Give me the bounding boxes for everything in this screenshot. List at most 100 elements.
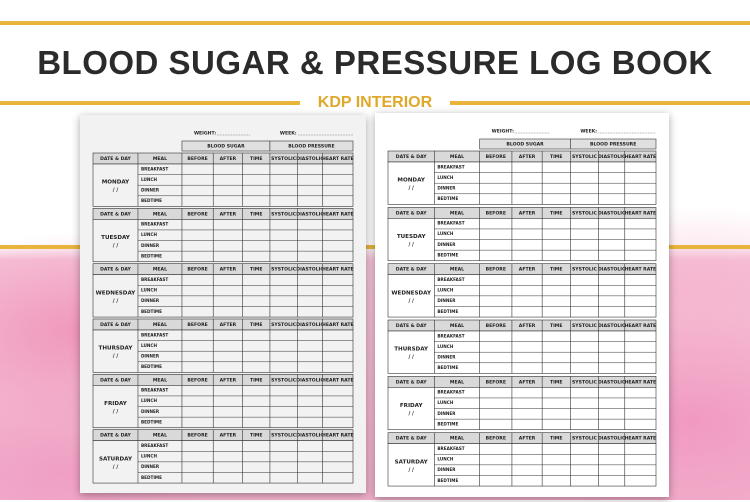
column-label: AFTER (519, 210, 536, 216)
meal-label: DINNER (437, 355, 456, 360)
column-label: SYSTOLIC (271, 322, 297, 328)
column-label: TIME (250, 377, 263, 383)
meal-label: BREAKFAST (437, 446, 464, 451)
day-date: / / (113, 464, 119, 470)
day-name: TUESDAY (101, 235, 131, 241)
meal-label: LUNCH (437, 457, 453, 462)
column-label: MEAL (450, 436, 464, 442)
day-date: / / (408, 186, 414, 192)
meal-label: BREAKFAST (141, 166, 168, 171)
column-label: TIME (550, 323, 563, 329)
day-name: WEDNESDAY (391, 290, 432, 296)
column-label: HEART RATE (625, 323, 657, 329)
column-label: SYSTOLIC (572, 267, 598, 273)
group-label: BLOOD PRESSURE (288, 144, 334, 150)
meal-label: BEDTIME (437, 196, 458, 201)
column-label: MEAL (153, 156, 167, 162)
column-label: HEART RATE (625, 267, 657, 273)
log-sheet: WEIGHT: WEEK: BLOOD SUGAR BLOOD PRESSURE DAT… (92, 131, 354, 484)
meal-label: BEDTIME (437, 365, 458, 370)
meal-label: BREAKFAST (437, 277, 464, 282)
column-label: AFTER (220, 267, 237, 273)
day-name: MONDAY (102, 180, 130, 186)
column-label: DATE & DAY (100, 377, 131, 383)
column-label: DIASTOLIC (598, 436, 626, 442)
day-date: / / (408, 467, 414, 473)
column-label: DATE & DAY (100, 322, 131, 328)
column-label: SYSTOLIC (271, 156, 297, 162)
meal-label: LUNCH (437, 288, 453, 293)
column-label: DIASTOLIC (598, 210, 626, 216)
meal-label: BREAKFAST (141, 443, 168, 448)
meal-label: DINNER (141, 298, 160, 303)
column-label: TIME (550, 436, 563, 442)
column-label: DIASTOLIC (598, 323, 626, 329)
log-sheet: WEIGHT: WEEK: BLOOD SUGAR BLOOD PRESSURE DAT… (387, 129, 657, 487)
column-label: HEART RATE (625, 210, 657, 216)
column-label: TIME (550, 267, 563, 273)
column-label: DATE & DAY (396, 436, 427, 442)
day-name: FRIDAY (400, 403, 424, 409)
column-label: TIME (250, 156, 263, 162)
column-label: DATE & DAY (100, 433, 131, 439)
column-label: DATE & DAY (100, 267, 131, 273)
column-label: HEART RATE (322, 211, 354, 217)
day-date: / / (113, 354, 119, 360)
column-label: DIASTOLIC (296, 267, 324, 273)
column-label: SYSTOLIC (271, 433, 297, 439)
column-label: HEART RATE (322, 433, 354, 439)
column-label: SYSTOLIC (572, 323, 598, 329)
column-label: DIASTOLIC (296, 156, 324, 162)
weight-label: WEIGHT: (492, 129, 514, 135)
column-label: DIASTOLIC (598, 267, 626, 273)
meal-label: BEDTIME (437, 421, 458, 426)
day-date: / / (113, 298, 119, 304)
meal-label: DINNER (141, 243, 160, 248)
column-label: BEFORE (486, 267, 506, 273)
column-label: BEFORE (187, 211, 207, 217)
title: BLOOD SUGAR & PRESSURE LOG BOOK (37, 44, 713, 81)
column-label: DATE & DAY (396, 267, 427, 273)
day-date: / / (113, 409, 119, 415)
day-date: / / (113, 188, 119, 194)
column-label: DIASTOLIC (296, 377, 324, 383)
column-label: DATE & DAY (396, 323, 427, 329)
weight-label: WEIGHT: (194, 131, 216, 137)
column-label: MEAL (153, 267, 167, 273)
subtitle: KDP INTERIOR (300, 92, 450, 114)
column-label: MEAL (450, 210, 464, 216)
column-label: MEAL (450, 267, 464, 273)
column-label: SYSTOLIC (572, 436, 598, 442)
meal-label: DINNER (141, 464, 160, 469)
gold-rule (0, 21, 750, 25)
day-name: TUESDAY (397, 234, 427, 240)
column-label: BEFORE (486, 154, 506, 160)
column-label: BEFORE (486, 379, 506, 385)
week-label: WEEK: (280, 131, 297, 137)
column-label: DIASTOLIC (296, 322, 324, 328)
column-label: DIASTOLIC (296, 433, 324, 439)
right-page: WEIGHT: WEEK: BLOOD SUGAR BLOOD PRESSURE DAT… (375, 113, 669, 497)
day-name: SATURDAY (395, 459, 429, 465)
meal-label: LUNCH (141, 454, 157, 459)
column-label: DATE & DAY (100, 156, 131, 162)
left-page: WEIGHT: WEEK: BLOOD SUGAR BLOOD PRESSURE DAT… (80, 115, 366, 493)
meal-label: BREAKFAST (437, 333, 464, 338)
meal-label: DINNER (141, 409, 160, 414)
meal-label: LUNCH (437, 231, 453, 236)
day-name: SATURDAY (99, 456, 133, 462)
meal-label: BREAKFAST (141, 332, 168, 337)
meal-label: DINNER (437, 242, 456, 247)
column-label: SYSTOLIC (271, 211, 297, 217)
column-label: DATE & DAY (396, 154, 427, 160)
group-label: BLOOD PRESSURE (590, 142, 636, 148)
column-label: DATE & DAY (396, 210, 427, 216)
column-label: TIME (550, 210, 563, 216)
meal-label: LUNCH (141, 232, 157, 237)
meal-label: LUNCH (141, 343, 157, 348)
meal-label: LUNCH (437, 175, 453, 180)
column-label: HEART RATE (322, 156, 354, 162)
meal-label: BEDTIME (141, 198, 162, 203)
column-label: MEAL (450, 379, 464, 385)
